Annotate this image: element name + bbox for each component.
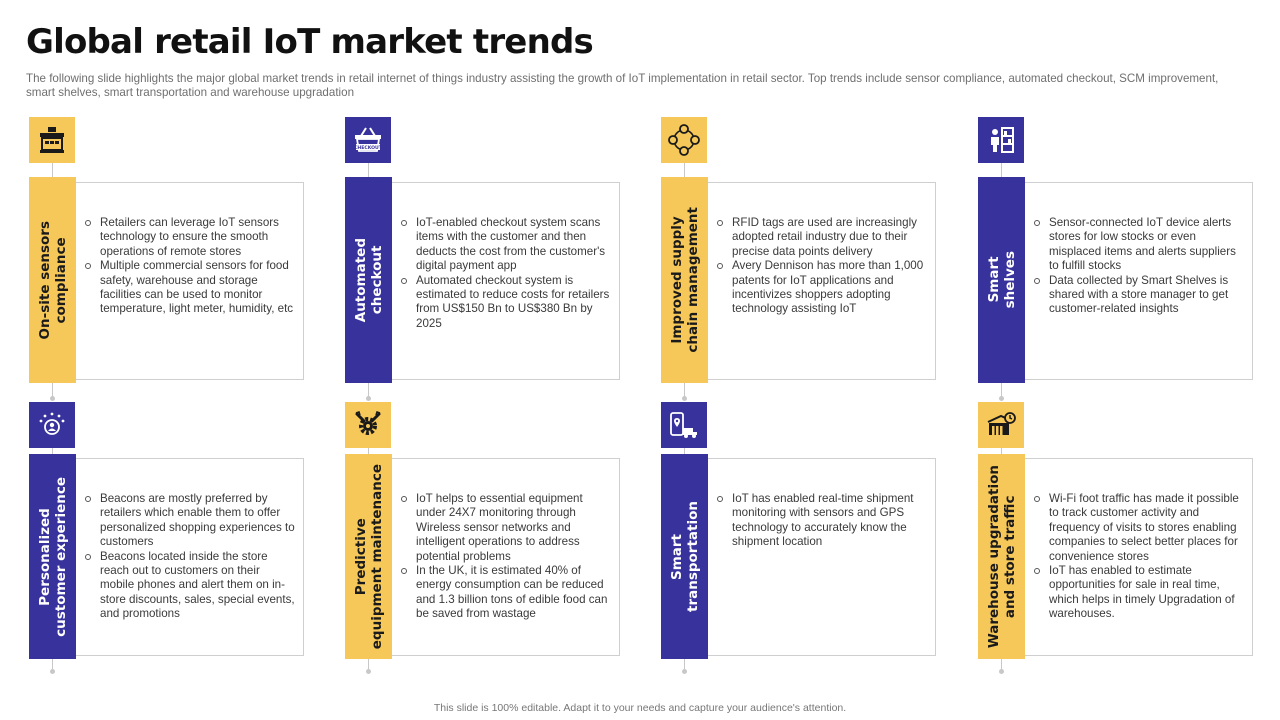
maintenance-gear-icon xyxy=(345,402,391,448)
trend-label-bar: Warehouse upgradation and store traffic xyxy=(978,454,1025,659)
trend-bullet: Beacons are mostly preferred by retailer… xyxy=(76,492,295,550)
trend-description: IoT helps to essential equipment under 2… xyxy=(392,458,620,656)
footer-note: This slide is 100% editable. Adapt it to… xyxy=(433,702,847,714)
trend-description: Retailers can leverage IoT sensors techn… xyxy=(76,182,304,380)
trend-bullet: IoT has enabled real-time shipment monit… xyxy=(708,492,927,550)
building-sensor-icon xyxy=(29,117,75,163)
trend-bullet: IoT helps to essential equipment under 2… xyxy=(392,492,611,564)
page-title: Global retail IoT market trends xyxy=(26,22,594,62)
trend-bullet: Automated checkout system is estimated t… xyxy=(392,274,611,332)
trend-label-bar: Predictive equipment maintenance xyxy=(345,454,392,659)
trend-bullet: Data collected by Smart Shelves is share… xyxy=(1025,274,1244,317)
trend-bullet: Retailers can leverage IoT sensors techn… xyxy=(76,216,295,259)
checkout-basket-icon: CHECKOUT xyxy=(345,117,391,163)
page-subtitle: The following slide highlights the major… xyxy=(26,72,1219,99)
trend-card-personalized-experience: Personalized customer experience Beacons… xyxy=(29,394,305,680)
delivery-tracking-icon xyxy=(661,402,707,448)
trend-label: Personalized customer experience xyxy=(36,476,69,637)
trend-card-onsite-sensors: On-site sensors compliance Retailers can… xyxy=(29,117,305,403)
trend-label-bar: Improved supply chain management xyxy=(661,177,708,383)
trend-bullet: In the UK, it is estimated 40% of energy… xyxy=(392,564,611,622)
trend-bullet: IoT-enabled checkout system scans items … xyxy=(392,216,611,274)
trend-label: Automated checkout xyxy=(352,237,385,323)
trend-label: Predictive equipment maintenance xyxy=(352,463,385,650)
supply-chain-cycle-icon xyxy=(661,117,707,163)
checkout-icon-text: CHECKOUT xyxy=(354,145,383,151)
trend-bullet: Wi-Fi foot traffic has made it possible … xyxy=(1025,492,1244,564)
trend-label: Improved supply chain management xyxy=(668,207,701,353)
trend-description: Beacons are mostly preferred by retailer… xyxy=(76,458,304,656)
trend-label: On-site sensors compliance xyxy=(36,220,69,340)
trend-description: RFID tags are used are increasingly adop… xyxy=(708,182,936,380)
trend-label: Smart transportation xyxy=(668,501,701,612)
trend-label-bar: Smart shelves xyxy=(978,177,1025,383)
trend-label: Warehouse upgradation and store traffic xyxy=(985,464,1018,649)
trend-bullet: Beacons located inside the store reach o… xyxy=(76,550,295,622)
trend-label-bar: Smart transportation xyxy=(661,454,708,659)
trend-card-automated-checkout: CHECKOUT Automated checkout IoT-enabled … xyxy=(345,117,621,403)
trend-label: Smart shelves xyxy=(985,251,1018,309)
trend-description: Sensor-connected IoT device alerts store… xyxy=(1025,182,1253,380)
trend-card-smart-shelves: Smart shelves Sensor-connected IoT devic… xyxy=(978,117,1254,403)
trend-description: IoT has enabled real-time shipment monit… xyxy=(708,458,936,656)
smart-shelf-icon xyxy=(978,117,1024,163)
trend-bullet: Sensor-connected IoT device alerts store… xyxy=(1025,216,1244,274)
warehouse-icon xyxy=(978,402,1024,448)
trend-label-bar: Personalized customer experience xyxy=(29,454,76,659)
customer-stars-icon xyxy=(29,402,75,448)
trend-card-warehouse-upgradation: Warehouse upgradation and store traffic … xyxy=(978,394,1254,680)
trend-label-bar: Automated checkout xyxy=(345,177,392,383)
trend-card-smart-transportation: Smart transportation IoT has enabled rea… xyxy=(661,394,937,680)
trend-card-supply-chain: Improved supply chain management RFID ta… xyxy=(661,117,937,403)
trend-description: Wi-Fi foot traffic has made it possible … xyxy=(1025,458,1253,656)
trend-label-bar: On-site sensors compliance xyxy=(29,177,76,383)
trend-card-predictive-maintenance: Predictive equipment maintenance IoT hel… xyxy=(345,394,621,680)
trend-bullet: IoT has enabled to estimate opportunitie… xyxy=(1025,564,1244,622)
trend-bullet: Multiple commercial sensors for food saf… xyxy=(76,259,295,317)
trend-bullet: Avery Dennison has more than 1,000 paten… xyxy=(708,259,927,317)
trend-bullet: RFID tags are used are increasingly adop… xyxy=(708,216,927,259)
trend-description: IoT-enabled checkout system scans items … xyxy=(392,182,620,380)
